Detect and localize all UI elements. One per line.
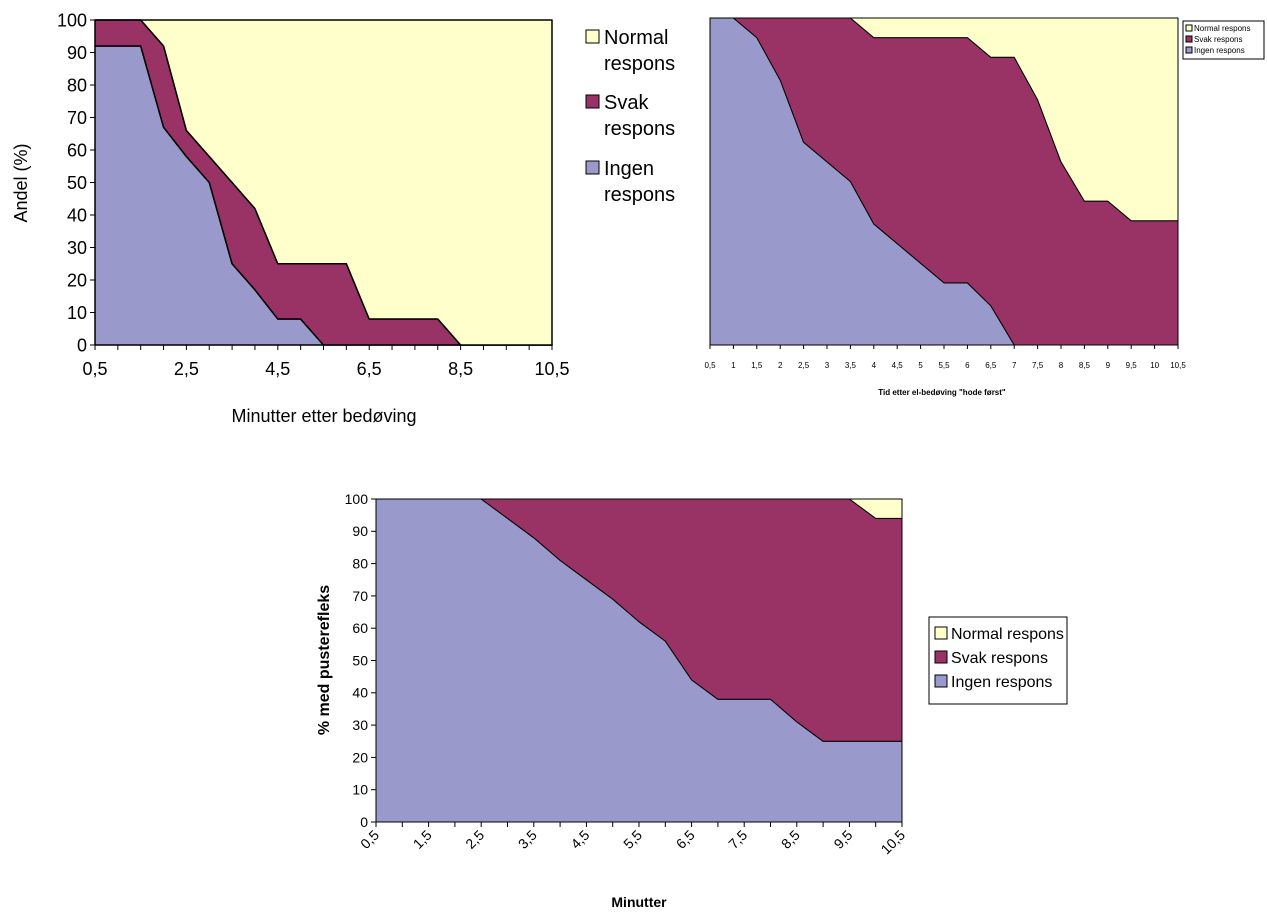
- chart-1-legend-label: Ingen: [604, 158, 654, 180]
- c1-y-tick-label: 70: [67, 108, 87, 128]
- chart-1-legend: Normal respons Svak respons Ingen respons: [585, 27, 675, 206]
- c2-x-tick-label: 0,5: [704, 361, 716, 370]
- c1-y-tick-label: 0: [77, 335, 87, 355]
- chart-1-x-axis-title: Minutter etter bedøving: [231, 406, 416, 426]
- c1-y-tick-label: 20: [67, 270, 87, 290]
- chart-1-legend-swatch: [585, 160, 600, 175]
- chart-1-legend-swatch: [585, 94, 600, 109]
- c1-y-tick-label: 100: [57, 10, 87, 30]
- c2-x-tick-label: 2: [778, 361, 783, 370]
- c2-x-tick-label: 4,5: [892, 361, 904, 370]
- c1-x-tick-label: 2,5: [174, 359, 199, 379]
- c2-x-tick-label: 5,5: [938, 361, 950, 370]
- c3-y-tick-label: 40: [352, 685, 368, 701]
- c1-x-tick-label: 0,5: [82, 359, 107, 379]
- c2-x-tick-label: 6: [965, 361, 970, 370]
- chart-3-legend: Normal respons Svak respons Ingen respons: [934, 626, 1064, 691]
- chart-3-legend-swatch: [934, 650, 948, 664]
- c2-x-tick-label: 2,5: [798, 361, 810, 370]
- c3-y-tick-label: 80: [352, 556, 368, 572]
- c3-x-tick-label: 4,5: [567, 827, 592, 852]
- chart-2-legend-swatch: [1185, 46, 1193, 54]
- c3-y-tick-label: 0: [360, 814, 368, 830]
- chart-1-legend-label: Normal: [604, 27, 668, 49]
- c1-y-tick-label: 90: [67, 43, 87, 63]
- c3-y-tick-label: 60: [352, 620, 368, 636]
- c1-x-tick-label: 6,5: [357, 359, 382, 379]
- c2-x-tick-label: 3,5: [845, 361, 857, 370]
- c3-y-tick-label: 30: [352, 717, 368, 733]
- c3-x-tick-label: 10,5: [878, 827, 909, 858]
- chart-3-legend-label: Normal respons: [951, 626, 1064, 643]
- c2-area-normal-respons: [709, 17, 1179, 222]
- c1-x-tick-label: 10,5: [534, 359, 569, 379]
- c2-x-tick-label: 4: [872, 361, 877, 370]
- chart-1-legend-label: respons: [604, 118, 675, 140]
- chart-1-legend-swatch: [585, 29, 600, 44]
- c3-x-tick-label: 9,5: [830, 827, 855, 852]
- c3-x-tick-label: 1,5: [410, 827, 435, 852]
- chart-3: 0 10 20 30 40 50 60 70 80 90 100 0,5 1,5 2,5 3,5 4,5 5,5…: [316, 491, 1068, 910]
- chart-3-legend-label: Ingen respons: [951, 674, 1052, 691]
- c3-y-tick-label: 70: [352, 588, 368, 604]
- c2-x-tick-label: 9: [1106, 361, 1111, 370]
- c2-x-tick-label: 7,5: [1032, 361, 1044, 370]
- c1-area-normal-respons: [94, 19, 553, 346]
- chart-2-x-axis-title: Tid etter el-bedøving "hode først": [878, 388, 1006, 397]
- chart-2-legend-label: Svak respons: [1194, 35, 1242, 44]
- c3-y-tick-label: 10: [352, 782, 368, 798]
- chart-3-x-axis-title: Minutter: [611, 894, 667, 910]
- c1-y-tick-label: 50: [67, 173, 87, 193]
- chart-2-legend-label: Normal respons: [1194, 24, 1250, 33]
- chart-1-legend-label: respons: [604, 184, 675, 206]
- chart-3-legend-frame: [928, 616, 1068, 705]
- c3-x-tick-label: 5,5: [620, 827, 645, 852]
- c2-x-tick-label: 1,5: [751, 361, 763, 370]
- chart-2-legend-swatch: [1185, 24, 1193, 32]
- c1-x-tick-label: 8,5: [448, 359, 473, 379]
- c1-x-tick-label: 4,5: [265, 359, 290, 379]
- c3-x-tick-label: 2,5: [462, 827, 487, 852]
- chart-3-legend-swatch: [934, 626, 948, 640]
- chart-3-legend-label: Svak respons: [951, 650, 1048, 667]
- c1-y-tick-label: 80: [67, 75, 87, 95]
- c2-x-tick-label: 6,5: [985, 361, 997, 370]
- c3-y-tick-label: 20: [352, 749, 368, 765]
- c3-x-tick-label: 3,5: [515, 827, 540, 852]
- c2-x-tick-label: 3: [825, 361, 830, 370]
- c2-x-tick-label: 5: [918, 361, 923, 370]
- chart-1-legend-label: respons: [604, 53, 675, 75]
- c2-x-tick-label: 10: [1150, 361, 1159, 370]
- c2-x-tick-label: 8: [1059, 361, 1064, 370]
- chart-1-y-axis-title: Andel (%): [11, 143, 31, 222]
- chart-2: 0,5 1 1,5 2 2,5 3 3,5 4 4,5 5 5,5 6 6,5 7 7,5 8 8,5 9 9,5 1…: [704, 17, 1265, 397]
- c2-x-tick-label: 1: [731, 361, 736, 370]
- chart-3-y-axis-title: % med pusterefleks: [316, 585, 333, 735]
- c1-y-tick-label: 10: [67, 303, 87, 323]
- c3-area-normal-respons: [375, 498, 903, 519]
- c3-y-tick-label: 90: [352, 523, 368, 539]
- c3-x-tick-label: 0,5: [357, 827, 382, 852]
- c3-x-tick-label: 6,5: [673, 827, 698, 852]
- c2-x-tick-label: 8,5: [1079, 361, 1091, 370]
- c3-x-tick-label: 8,5: [778, 827, 803, 852]
- chart-2-legend-frame: [1182, 20, 1265, 60]
- c3-y-tick-label: 50: [352, 652, 368, 668]
- c1-y-tick-label: 40: [67, 205, 87, 225]
- chart-3-legend-swatch: [934, 674, 948, 688]
- c3-x-tick-label: 7,5: [725, 827, 750, 852]
- chart-2-legend: Normal respons Svak respons Ingen respons: [1182, 20, 1265, 60]
- c2-x-tick-label: 10,5: [1170, 361, 1186, 370]
- c1-y-tick-label: 30: [67, 238, 87, 258]
- c2-x-tick-label: 9,5: [1126, 361, 1138, 370]
- chart-2-legend-label: Ingen respons: [1194, 46, 1245, 55]
- chart-1: 0 10 20 30 40 50 60 70 80 90 100 0,5 2,5 4,5 6,5 8,5 10,…: [11, 10, 675, 426]
- chart-1-legend-label: Svak: [604, 92, 649, 114]
- c1-y-tick-label: 60: [67, 140, 87, 160]
- c3-y-tick-label: 100: [345, 491, 369, 507]
- chart-2-legend-swatch: [1185, 35, 1193, 43]
- c2-x-tick-label: 7: [1012, 361, 1017, 370]
